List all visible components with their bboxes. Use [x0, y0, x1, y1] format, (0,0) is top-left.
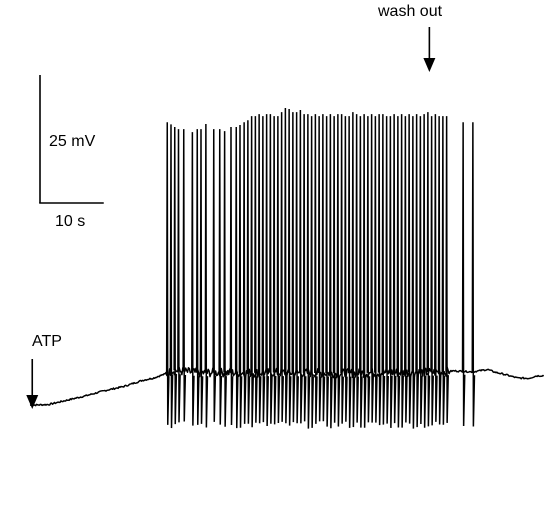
- time-scale-bar: 10 s: [39, 202, 104, 230]
- atp-label: ATP: [32, 333, 62, 350]
- action-potential-4: [177, 129, 181, 423]
- action-potential-50: [370, 114, 374, 423]
- action-potential-8: [199, 129, 204, 424]
- action-potential-32: [302, 114, 307, 422]
- action-potential-19: [254, 116, 258, 423]
- action-potential-52: [377, 114, 382, 426]
- action-potential-40: [332, 116, 337, 423]
- action-potential-48: [362, 114, 367, 428]
- action-potential-37: [321, 114, 326, 422]
- action-potential-57: [396, 116, 401, 428]
- action-potential-65: [426, 112, 431, 427]
- action-potential-20: [257, 114, 262, 424]
- action-potential-39: [329, 114, 333, 429]
- action-potential-10: [212, 129, 217, 422]
- action-potential-13: [229, 127, 234, 426]
- washout-annotation: wash out: [377, 3, 443, 72]
- action-potential-69: [441, 116, 446, 425]
- action-potential-54: [385, 116, 389, 424]
- action-potential-1: [165, 122, 170, 425]
- action-potential-11: [218, 129, 223, 425]
- membrane-potential-trace: [29, 108, 545, 429]
- action-potential-63: [419, 116, 423, 425]
- action-potential-15: [238, 125, 243, 428]
- action-potential-34: [310, 116, 314, 428]
- action-potential-66: [430, 116, 434, 426]
- action-potential-9: [204, 123, 209, 428]
- action-potential-51: [374, 116, 378, 423]
- action-potential-12: [223, 131, 227, 427]
- action-potential-33: [306, 114, 311, 429]
- action-potential-24: [272, 116, 277, 425]
- action-potential-14: [234, 127, 239, 429]
- time-scale-label: 10 s: [55, 213, 85, 230]
- action-potential-16: [242, 122, 247, 424]
- action-potential-53: [381, 114, 386, 425]
- action-potential-3: [173, 127, 178, 425]
- atp-annotation: ATP: [26, 333, 62, 409]
- action-potential-56: [392, 114, 397, 424]
- action-potential-5: [182, 129, 187, 422]
- action-potential-6: [191, 132, 195, 426]
- action-potential-47: [359, 116, 363, 428]
- action-potential-35: [314, 114, 318, 424]
- trace-baseline: [29, 366, 545, 407]
- action-potential-62: [415, 114, 419, 428]
- action-potential-43: [344, 116, 348, 422]
- action-potential-72: [471, 122, 476, 427]
- action-potential-70: [445, 116, 449, 423]
- atp-arrow-head-icon: [26, 395, 39, 409]
- action-potential-36: [317, 116, 322, 422]
- action-potential-22: [265, 114, 269, 427]
- washout-label: wash out: [377, 3, 443, 20]
- action-potential-68: [437, 116, 442, 425]
- action-potential-30: [295, 112, 299, 424]
- action-potential-23: [269, 114, 273, 424]
- voltage-scale-label: 25 mV: [49, 133, 96, 150]
- voltage-scale-bar: 25 mV: [39, 75, 96, 203]
- action-potential-17: [246, 120, 251, 424]
- action-potential-21: [261, 116, 266, 423]
- action-potential-55: [389, 116, 393, 428]
- action-potential-49: [366, 116, 371, 423]
- washout-arrow-head-icon: [423, 58, 436, 72]
- action-potential-41: [336, 114, 341, 427]
- action-potential-27: [284, 108, 288, 424]
- action-potential-2: [169, 124, 174, 429]
- action-potential-42: [340, 114, 344, 424]
- action-potential-26: [280, 112, 284, 422]
- action-potential-61: [411, 116, 416, 429]
- action-potential-71: [461, 122, 466, 427]
- action-potential-60: [407, 114, 412, 424]
- action-potential-38: [325, 116, 329, 427]
- action-potential-59: [404, 116, 408, 423]
- action-potential-25: [276, 116, 281, 424]
- action-potential-29: [291, 112, 296, 423]
- action-potential-44: [347, 116, 352, 428]
- action-potential-58: [400, 114, 404, 428]
- action-potential-46: [355, 114, 359, 423]
- action-potential-67: [434, 114, 438, 422]
- action-potential-31: [299, 110, 303, 424]
- action-potential-64: [422, 114, 427, 428]
- action-potential-18: [250, 116, 254, 428]
- action-potential-45: [351, 112, 356, 428]
- action-potential-7: [195, 129, 200, 425]
- action-potential-28: [287, 109, 292, 426]
